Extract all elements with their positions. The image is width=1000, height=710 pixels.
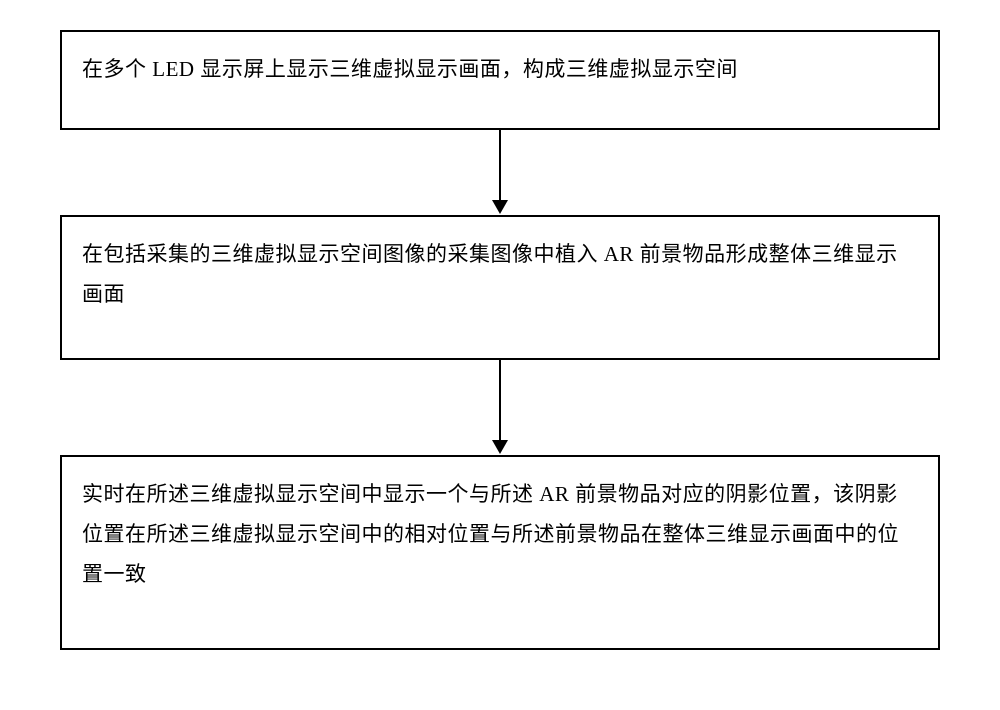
flow-step-2: 在包括采集的三维虚拟显示空间图像的采集图像中植入 AR 前景物品形成整体三维显示… (60, 215, 940, 360)
flow-step-3: 实时在所述三维虚拟显示空间中显示一个与所述 AR 前景物品对应的阴影位置，该阴影… (60, 455, 940, 650)
arrow-2-line (499, 360, 501, 440)
flow-step-2-text: 在包括采集的三维虚拟显示空间图像的采集图像中植入 AR 前景物品形成整体三维显示… (82, 242, 898, 306)
flow-step-3-text: 实时在所述三维虚拟显示空间中显示一个与所述 AR 前景物品对应的阴影位置，该阴影… (82, 482, 899, 586)
arrow-1-line (499, 130, 501, 200)
flowchart-canvas: 在多个 LED 显示屏上显示三维虚拟显示画面，构成三维虚拟显示空间 在包括采集的… (0, 0, 1000, 710)
arrow-2-head-icon (492, 440, 508, 454)
arrow-1-head-icon (492, 200, 508, 214)
flow-step-1-text: 在多个 LED 显示屏上显示三维虚拟显示画面，构成三维虚拟显示空间 (82, 57, 738, 81)
flow-step-1: 在多个 LED 显示屏上显示三维虚拟显示画面，构成三维虚拟显示空间 (60, 30, 940, 130)
